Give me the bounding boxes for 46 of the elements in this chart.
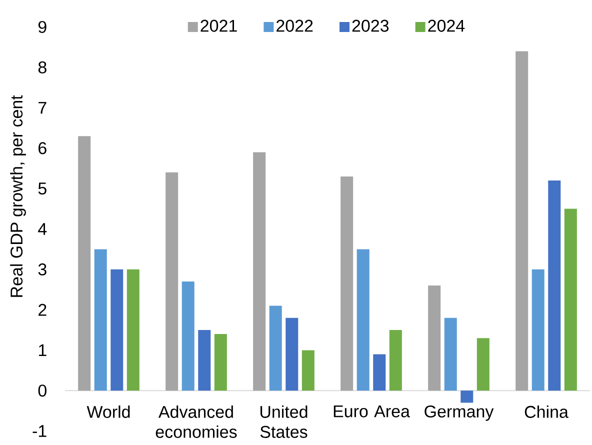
y-tick-label: 7 (38, 102, 46, 114)
bar (198, 330, 211, 391)
bar (302, 350, 314, 391)
y-tick-label: 1 (38, 344, 46, 356)
bar (564, 208, 577, 391)
bar (214, 334, 227, 391)
bar (269, 306, 282, 391)
bar (532, 269, 544, 391)
x-tick-label: Germany (424, 405, 494, 421)
bar (253, 152, 266, 391)
bar (110, 269, 124, 391)
bar (94, 249, 107, 391)
x-tick-label: China (524, 405, 568, 418)
bar (460, 390, 474, 403)
bar (286, 318, 298, 391)
bar (428, 286, 441, 391)
y-tick-label: 4 (38, 223, 47, 235)
y-tick-label: 6 (38, 142, 46, 154)
bar (516, 51, 528, 391)
x-tick-label: Advanced economies (156, 405, 237, 438)
y-axis-title: Real GDP growth, per cent (10, 95, 26, 297)
bar (476, 338, 490, 391)
legend-label: 2021 (200, 20, 237, 32)
y-tick-label: 2 (38, 304, 46, 316)
y-tick-label: 9 (38, 20, 46, 34)
x-tick-label: Euro Area (334, 405, 410, 418)
bar (444, 318, 457, 391)
legend-label: 2023 (352, 20, 389, 32)
bar (78, 136, 91, 391)
y-tick-label: 5 (38, 182, 46, 195)
legend-label: 2024 (428, 20, 465, 32)
bar (182, 282, 194, 391)
bar (166, 172, 178, 391)
legend-label: 2022 (276, 20, 313, 32)
y-tick-label: 8 (38, 61, 46, 74)
bar (126, 269, 140, 391)
bar (356, 249, 370, 391)
bar (548, 180, 561, 391)
y-tick-label: 3 (38, 263, 46, 276)
x-tick-label: United States (260, 405, 308, 438)
bar (373, 354, 386, 391)
bar (340, 176, 354, 391)
y-tick-label: 0 (38, 384, 46, 397)
y-tick-label: -1 (32, 425, 46, 437)
bar (389, 330, 402, 391)
x-tick-label: World (86, 405, 130, 418)
